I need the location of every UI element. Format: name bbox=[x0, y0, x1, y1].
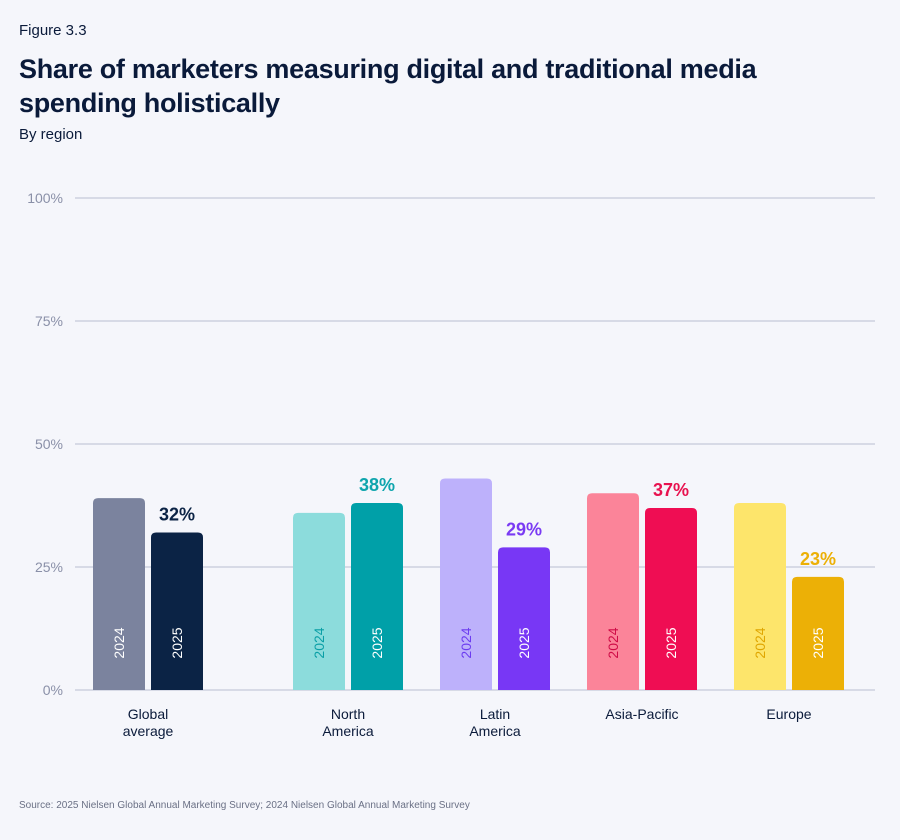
bar-2024 bbox=[440, 478, 492, 690]
bar-2025 bbox=[151, 532, 203, 690]
category-label: Europe bbox=[766, 706, 811, 722]
y-tick-label: 75% bbox=[35, 313, 63, 329]
y-tick-label: 0% bbox=[43, 682, 63, 698]
bar-2024 bbox=[93, 498, 145, 690]
bar-year-label: 2024 bbox=[458, 627, 474, 658]
bar-2024 bbox=[293, 512, 345, 690]
category-label: Latin bbox=[480, 706, 510, 722]
bar-year-label: 2025 bbox=[663, 627, 679, 658]
bar-2025 bbox=[645, 507, 697, 690]
y-tick-label: 100% bbox=[27, 190, 63, 206]
bar-year-label: 2024 bbox=[752, 627, 768, 658]
bar-2024 bbox=[587, 493, 639, 690]
bar-2025 bbox=[498, 547, 550, 690]
category-label: America bbox=[469, 723, 521, 739]
category-label: North bbox=[331, 706, 365, 722]
bar-2025 bbox=[351, 503, 403, 690]
bar-year-label: 2025 bbox=[810, 627, 826, 658]
bar-2025 bbox=[792, 576, 844, 690]
source-note: Source: 2025 Nielsen Global Annual Marke… bbox=[19, 800, 470, 811]
data-label: 29% bbox=[506, 519, 542, 539]
bar-year-label: 2024 bbox=[605, 627, 621, 658]
bar-year-label: 2025 bbox=[169, 627, 185, 658]
bar-2024 bbox=[734, 503, 786, 690]
category-label: Asia-Pacific bbox=[605, 706, 678, 722]
chart-title: Share of marketers measuring digital and… bbox=[19, 54, 757, 118]
category-label: Global bbox=[128, 706, 168, 722]
data-label: 37% bbox=[653, 480, 689, 500]
figure-label: Figure 3.3 bbox=[19, 22, 87, 39]
data-label: 32% bbox=[159, 505, 195, 525]
bar-year-label: 2024 bbox=[111, 627, 127, 658]
data-label: 38% bbox=[359, 475, 395, 495]
bar-year-label: 2024 bbox=[311, 627, 327, 658]
data-label: 23% bbox=[800, 549, 836, 569]
y-tick-label: 25% bbox=[35, 559, 63, 575]
y-tick-label: 50% bbox=[35, 436, 63, 452]
category-label: America bbox=[322, 723, 374, 739]
category-label: average bbox=[123, 723, 174, 739]
bar-year-label: 2025 bbox=[369, 627, 385, 658]
bar-year-label: 2025 bbox=[516, 627, 532, 658]
chart-subtitle: By region bbox=[19, 126, 83, 143]
